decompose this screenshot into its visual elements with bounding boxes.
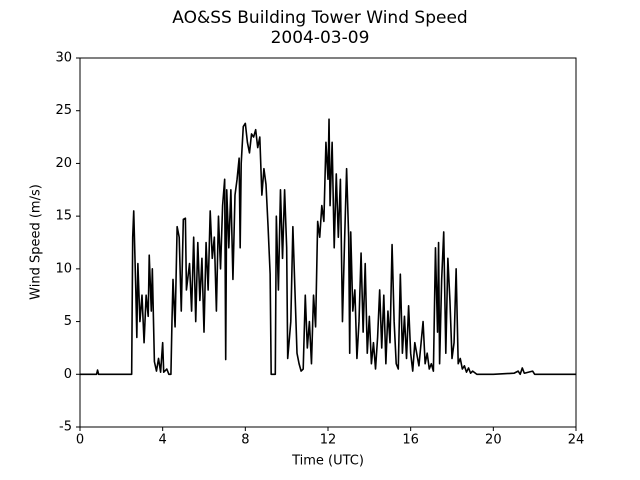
y-tick-label: 20	[55, 156, 72, 171]
y-tick-label: 15	[55, 209, 72, 224]
x-tick-label: 8	[241, 433, 249, 448]
x-tick-label: 16	[402, 433, 419, 448]
x-tick-label: 12	[320, 433, 337, 448]
y-tick-label: -5	[59, 420, 72, 435]
plot-frame	[79, 57, 577, 428]
chart-subtitle: 2004-03-09	[271, 28, 370, 48]
x-tick-label: 0	[76, 433, 84, 448]
y-tick-label: 25	[55, 103, 72, 118]
data-line	[80, 118, 576, 376]
x-axis-label: Time (UTC)	[291, 454, 364, 469]
x-tick-label: 20	[485, 433, 502, 448]
y-tick-label: 10	[55, 261, 72, 276]
y-axis-label: Wind Speed (m/s)	[29, 184, 44, 300]
y-tick-label: 5	[64, 314, 72, 329]
y-tick-label: 0	[64, 367, 72, 382]
x-tick-label: 4	[159, 433, 167, 448]
y-tick-label: 30	[55, 51, 72, 66]
x-tick-label: 24	[568, 433, 585, 448]
chart-title: AO&SS Building Tower Wind Speed	[172, 8, 467, 28]
